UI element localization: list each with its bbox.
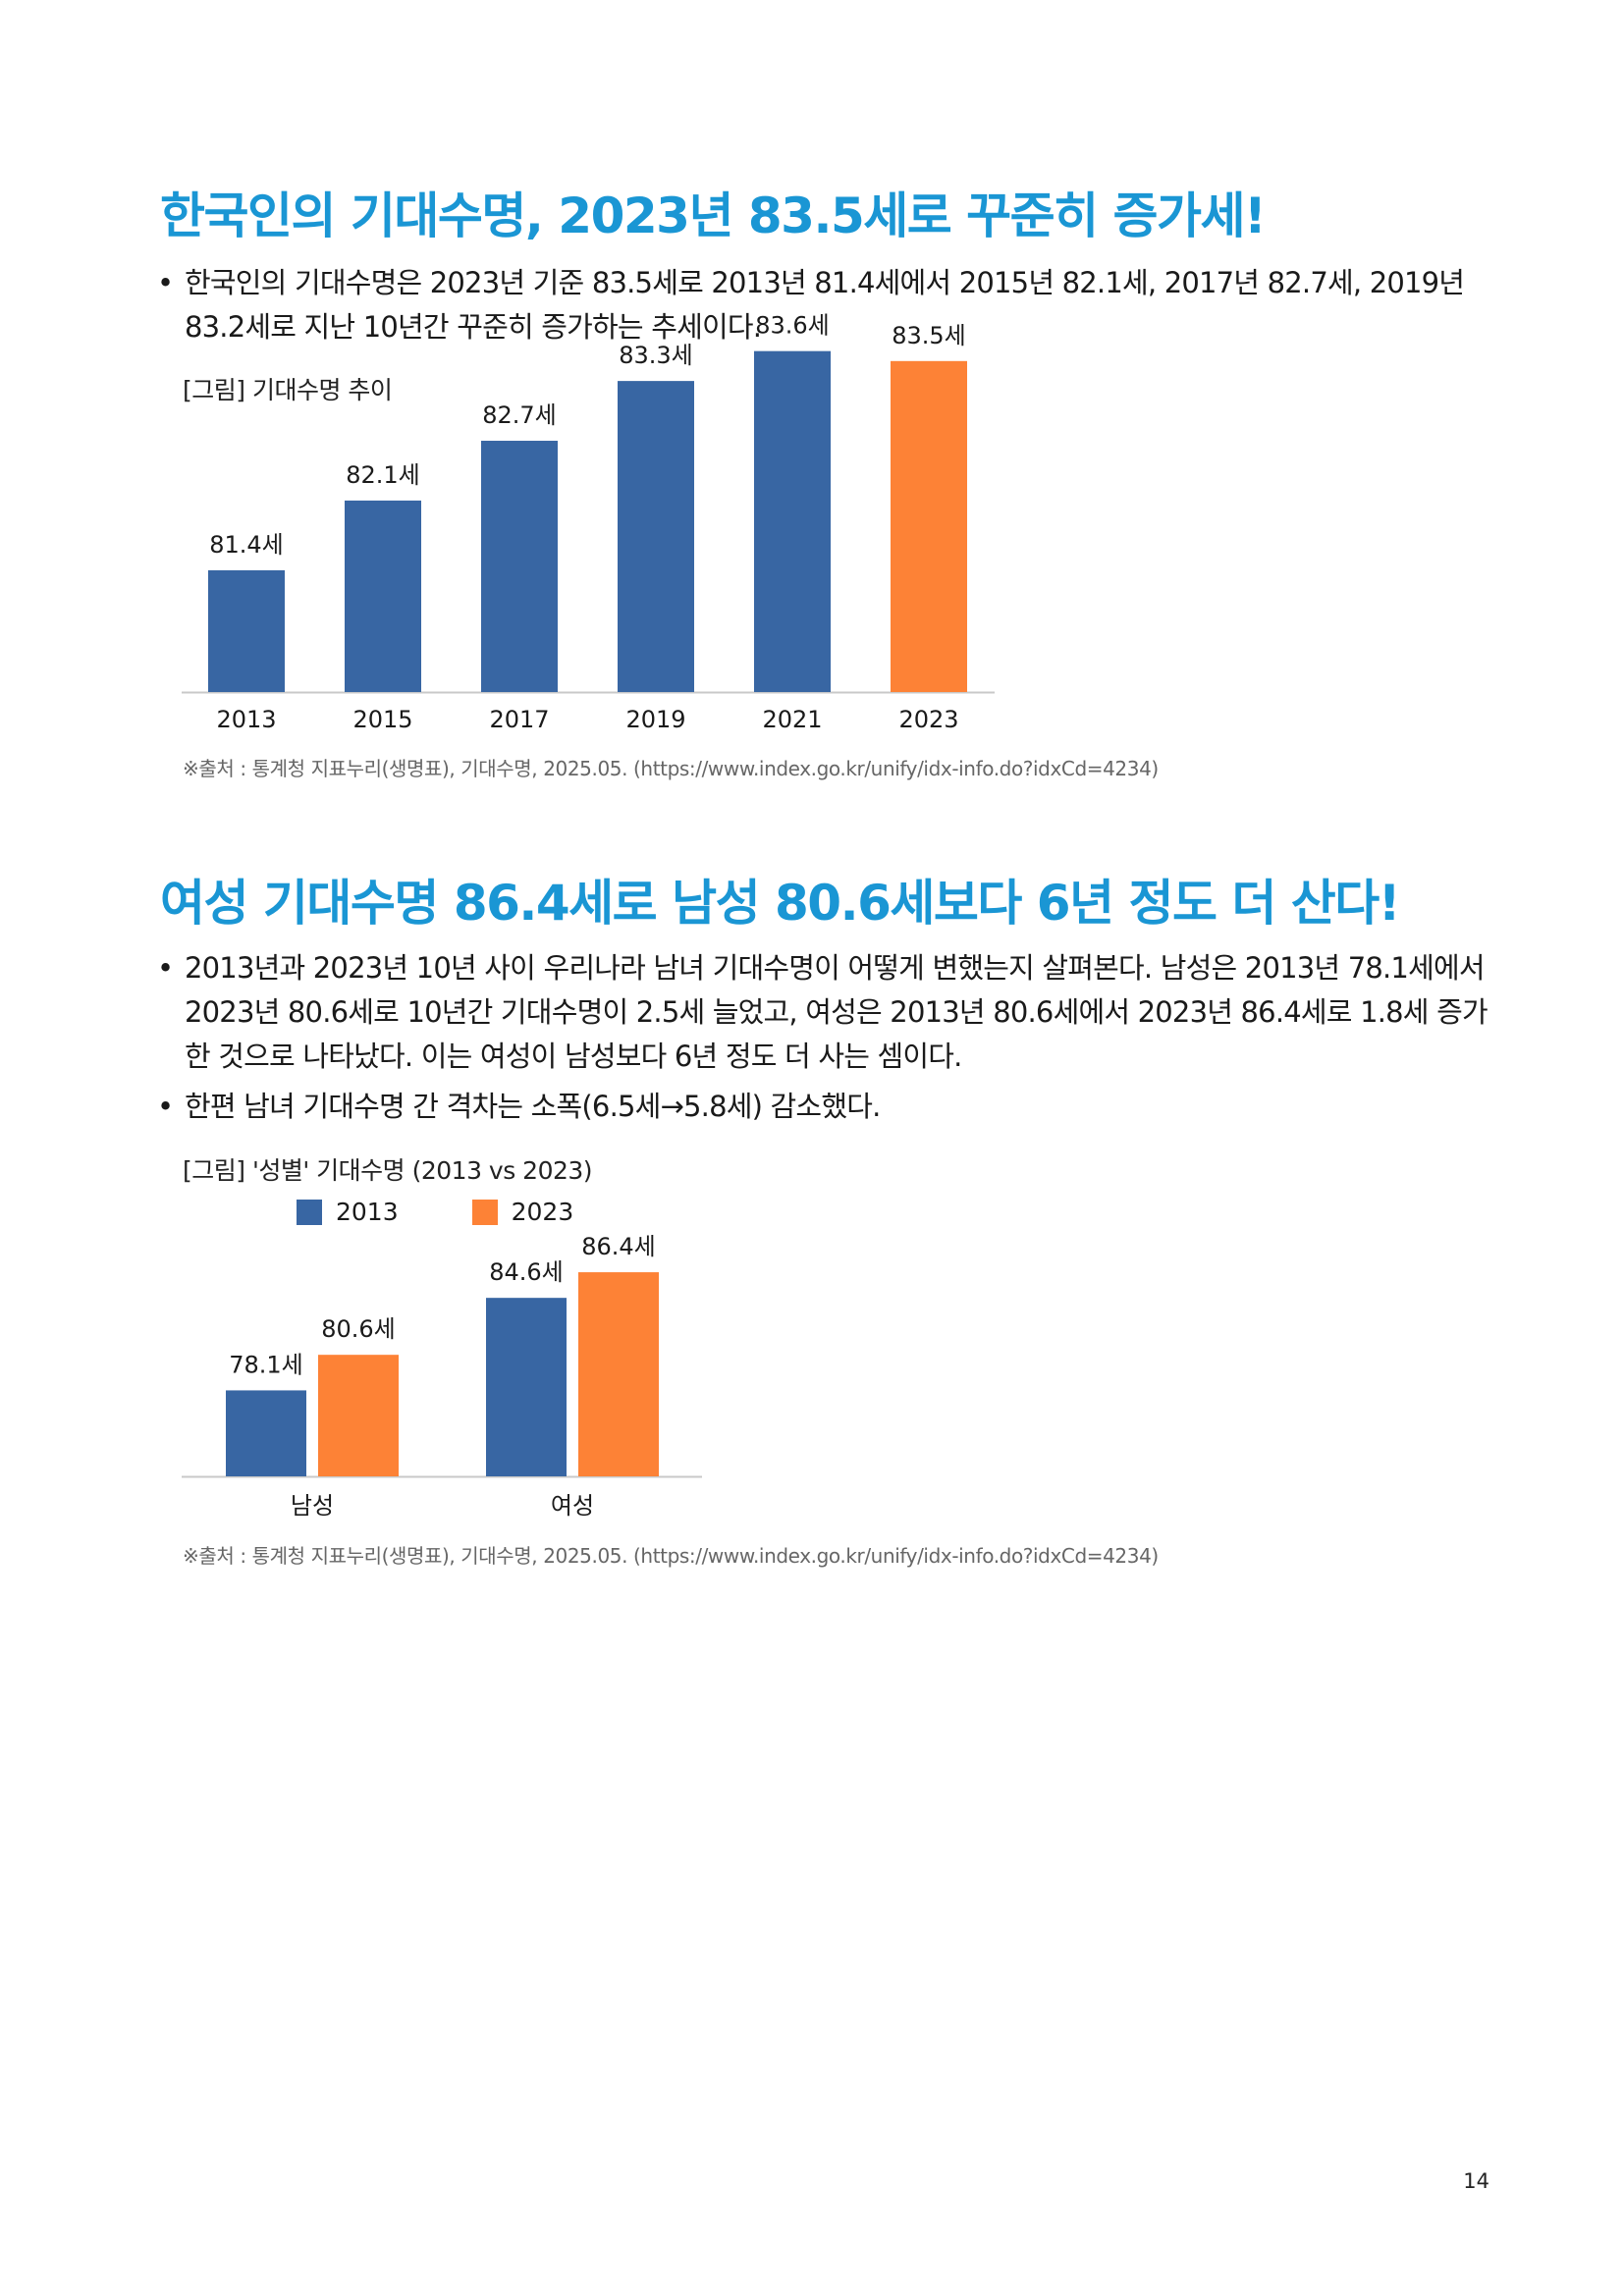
x-tick-label: 2019: [625, 706, 685, 733]
section2-bullet: 2013년과 2023년 10년 사이 우리나라 남녀 기대수명이 어떻게 변했…: [157, 946, 1492, 1079]
legend-item-2013: 2013: [297, 1198, 399, 1226]
bar-여성-2013: [486, 1298, 567, 1476]
x-tick-label: 여성: [551, 1492, 594, 1520]
data-label: 83.6세: [755, 312, 830, 340]
section1-title: 한국인의 기대수명, 2023년 83.5세로 꾸준히 증가세!: [160, 187, 1267, 244]
life-expectancy-trend-chart: 81.4세 2013 82.1세 2015 82.7세 2017 83.3세 2019 83.6…: [182, 312, 995, 733]
bar-2023: [891, 360, 967, 692]
x-tick-label: 2021: [762, 706, 822, 733]
figure1-caption: [그림] 기대수명 추이: [183, 376, 393, 404]
legend-label: 2023: [511, 1198, 574, 1226]
data-label: 81.4세: [209, 531, 284, 559]
bar-2017: [481, 441, 558, 692]
data-label: 82.7세: [482, 401, 557, 429]
figure2-caption: [그림] '성별' 기대수명 (2013 vs 2023): [183, 1156, 593, 1185]
x-tick-label: 2023: [898, 706, 958, 733]
page-number: 14: [1463, 2169, 1489, 2193]
bar-남성-2013: [226, 1390, 306, 1476]
legend-item-2023: 2023: [471, 1198, 574, 1226]
data-label: 84.6세: [489, 1258, 564, 1286]
bar-2021: [754, 350, 831, 692]
legend-swatch-2023: [471, 1199, 498, 1225]
data-label: 82.1세: [346, 461, 420, 489]
data-label: 80.6세: [321, 1315, 396, 1343]
figure2-source: ※출처 : 통계청 지표누리(생명표), 기대수명, 2025.05. (htt…: [183, 1544, 1159, 1568]
bar-여성-2023: [578, 1272, 659, 1476]
section1-bullet: 한국인의 기대수명은 2023년 기준 83.5세로 2013년 81.4세에서…: [157, 261, 1492, 349]
data-label: 83.5세: [892, 322, 966, 349]
legend-label: 2013: [336, 1198, 399, 1226]
figure1-source: ※출처 : 통계청 지표누리(생명표), 기대수명, 2025.05. (htt…: [183, 757, 1159, 780]
section2-bullets: 2013년과 2023년 10년 사이 우리나라 남녀 기대수명이 어떻게 변했…: [157, 946, 1492, 1135]
chart2-legend: 2013 2023: [297, 1198, 647, 1226]
data-label: 86.4세: [581, 1233, 656, 1260]
legend-swatch-2013: [297, 1199, 322, 1225]
section2-bullet: 한편 남녀 기대수명 간 격차는 소폭(6.5세→5.8세) 감소했다.: [157, 1085, 1492, 1129]
x-tick-label: 2017: [489, 706, 549, 733]
section1-bullets: 한국인의 기대수명은 2023년 기준 83.5세로 2013년 81.4세에서…: [157, 261, 1492, 355]
bar-2019: [618, 381, 694, 692]
section2-title: 여성 기대수명 86.4세로 남성 80.6세보다 6년 정도 더 산다!: [160, 875, 1401, 932]
bar-남성-2023: [318, 1355, 399, 1476]
bar-2013: [208, 569, 285, 692]
bar-2015: [345, 500, 421, 692]
data-label: 83.3세: [619, 342, 693, 369]
x-tick-label: 남성: [291, 1492, 334, 1520]
x-tick-label: 2015: [352, 706, 412, 733]
data-label: 78.1세: [229, 1351, 303, 1378]
x-tick-label: 2013: [216, 706, 276, 733]
